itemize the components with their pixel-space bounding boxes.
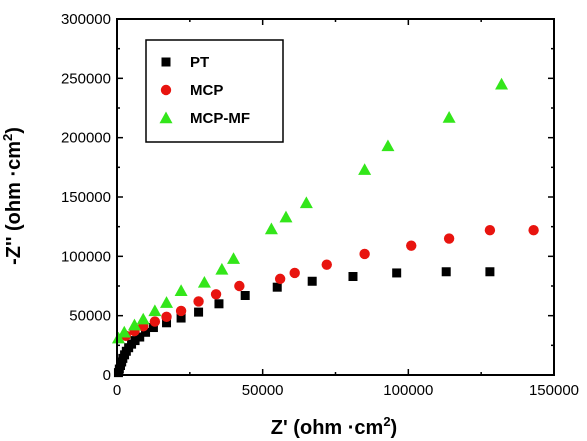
data-point	[444, 233, 454, 243]
data-point	[214, 299, 223, 308]
data-point	[193, 296, 203, 306]
y-tick-label: 300000	[61, 11, 111, 28]
data-point	[406, 240, 416, 250]
data-point	[392, 268, 401, 277]
x-axis-title: Z' (ohm ·cm2)	[271, 414, 397, 439]
y-tick-label: 200000	[61, 130, 111, 147]
legend-marker	[162, 58, 171, 67]
data-point	[241, 291, 250, 300]
data-point	[381, 139, 394, 151]
data-point	[150, 316, 160, 326]
data-point	[485, 225, 495, 235]
data-point	[265, 223, 278, 235]
data-point	[234, 281, 244, 291]
data-point	[443, 111, 456, 123]
x-tick-label: 100000	[383, 382, 433, 399]
data-point	[175, 284, 188, 296]
data-point	[442, 267, 451, 276]
data-point	[215, 263, 228, 275]
data-point	[194, 308, 203, 317]
data-point	[160, 296, 173, 308]
data-point	[176, 306, 186, 316]
data-point	[198, 276, 211, 288]
data-point	[290, 268, 300, 278]
data-point	[348, 272, 357, 281]
data-point	[275, 274, 285, 284]
data-point	[211, 289, 221, 299]
y-tick-label: 150000	[61, 189, 111, 206]
y-tick-label: 50000	[69, 308, 111, 325]
data-point	[528, 225, 538, 235]
data-point	[358, 163, 371, 175]
legend: PT MCP MCP-MF	[146, 40, 283, 142]
data-point	[148, 304, 161, 316]
data-point	[118, 326, 131, 338]
y-tick-label: 250000	[61, 70, 111, 87]
y-tick-label: 100000	[61, 248, 111, 265]
data-point	[495, 78, 508, 90]
legend-marker	[161, 85, 171, 95]
data-point	[308, 277, 317, 286]
legend-label: PT	[190, 54, 209, 71]
series-pt	[114, 267, 494, 377]
y-axis-title: -Z'' (ohm ·cm2)	[0, 127, 25, 265]
x-tick-label: 50000	[242, 382, 284, 399]
data-point	[161, 312, 171, 322]
data-point	[322, 259, 332, 269]
x-tick-label: 150000	[529, 382, 579, 399]
data-point	[300, 196, 313, 208]
data-point	[485, 267, 494, 276]
data-point	[227, 252, 240, 264]
x-tick-label: 0	[113, 382, 121, 399]
data-point	[279, 211, 292, 223]
data-point	[359, 249, 369, 259]
legend-label: MCP-MF	[190, 110, 250, 127]
data-point	[137, 313, 150, 325]
y-tick-label: 0	[103, 367, 111, 384]
series-mcp	[121, 225, 539, 341]
legend-label: MCP	[190, 82, 223, 99]
